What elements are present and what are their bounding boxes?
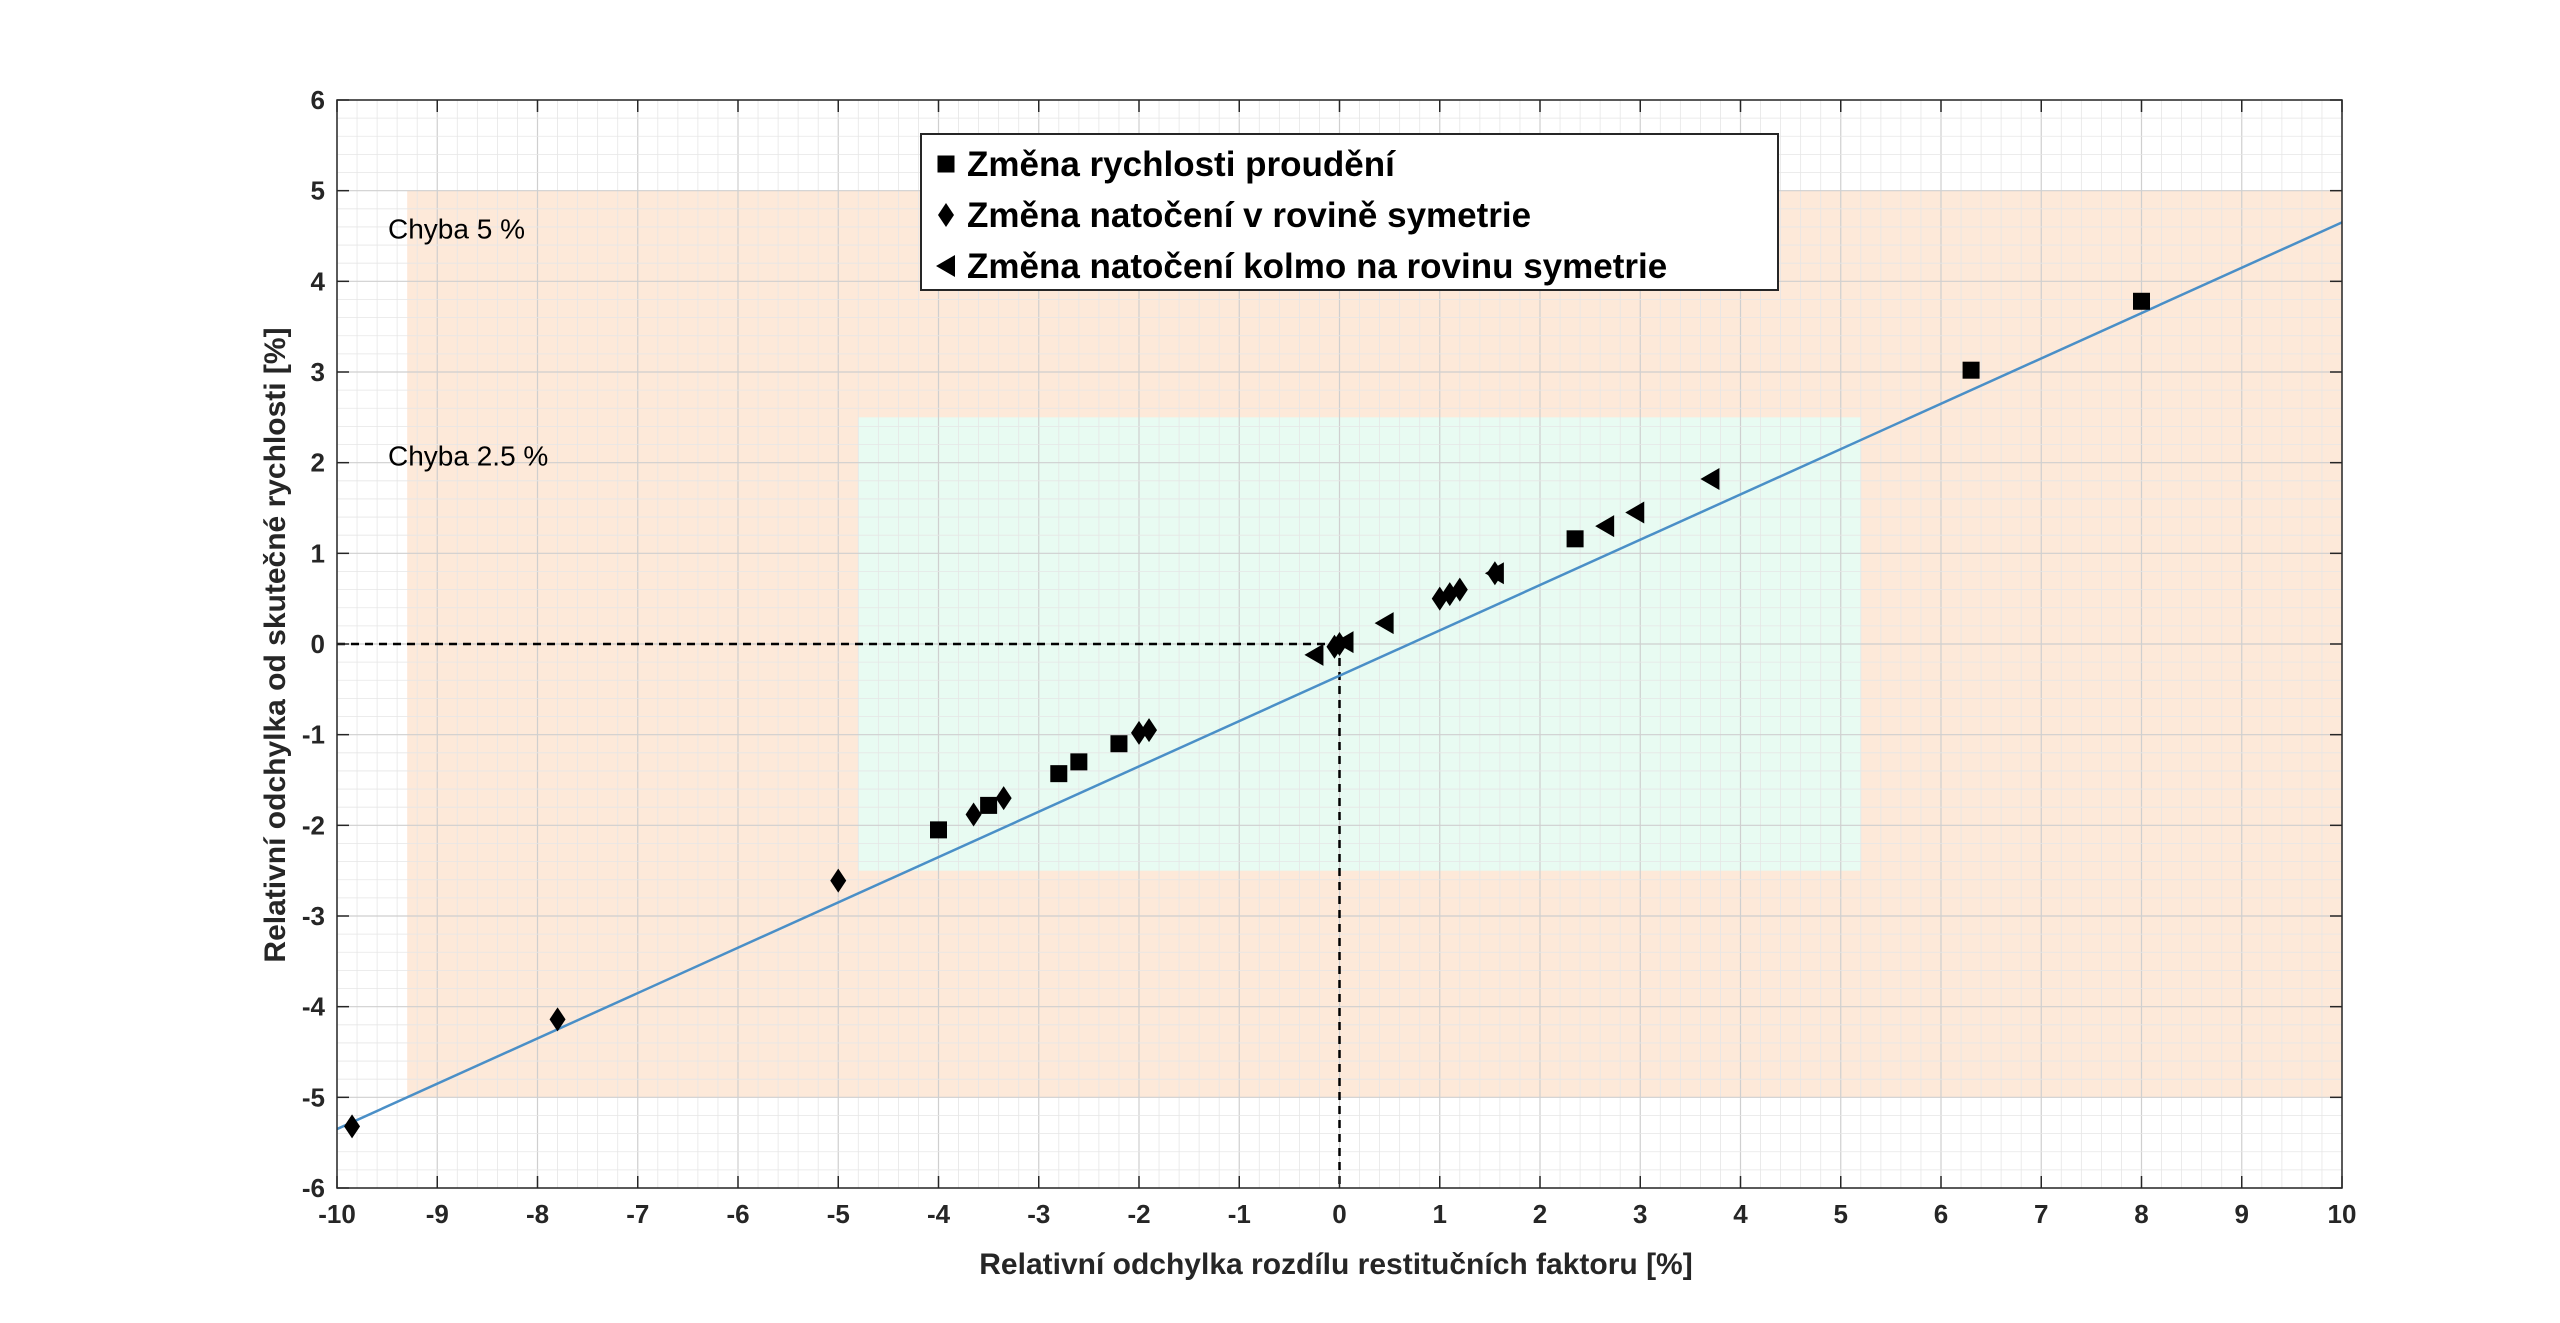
data-point-series-2: [1304, 643, 1324, 666]
axes: [336, 99, 2343, 1189]
x-tick-label: -5: [827, 1199, 850, 1229]
legend-marker-2: [936, 255, 955, 277]
x-tick-label: 2: [1533, 1199, 1547, 1229]
y-tick-label: -2: [302, 810, 325, 840]
x-tick-label: -9: [426, 1199, 449, 1229]
data-point-series-0: [980, 796, 998, 814]
legend-label-1: Změna natočení v rovině symetrie: [967, 196, 1531, 235]
region-label-0: Chyba 5 %: [388, 214, 525, 245]
fit-line-path: [336, 221, 2343, 1131]
data-point-series-1: [965, 802, 982, 827]
data-point-series-2: [1700, 467, 1720, 490]
data-point-series-1: [995, 786, 1012, 811]
data-point-series-0: [1050, 765, 1068, 783]
legend-label-0: Změna rychlosti proudění: [967, 145, 1396, 184]
y-tick-label: -4: [302, 992, 326, 1022]
y-tick-label: -3: [302, 901, 325, 931]
data-point-series-1: [549, 1007, 566, 1032]
data-point-series-2: [1374, 612, 1394, 635]
legend-marker-0: [937, 155, 955, 173]
legend-marker-1: [938, 203, 954, 227]
x-tick-label: 10: [2328, 1199, 2357, 1229]
y-tick-label: -5: [302, 1082, 325, 1112]
data-point-series-2: [1484, 562, 1504, 585]
y-tick-label: 5: [311, 176, 325, 206]
data-point-series-1: [830, 868, 847, 893]
x-tick-label: -6: [726, 1199, 749, 1229]
x-tick-label: 7: [2034, 1199, 2048, 1229]
legend: Změna rychlosti proudění Změna natočení v…: [920, 133, 1779, 291]
x-tick-label: 5: [1834, 1199, 1848, 1229]
data-point-series-1: [344, 1114, 361, 1139]
data-point-series-2: [1595, 515, 1615, 538]
data-point-series-0: [1566, 530, 1584, 548]
x-tick-label: 4: [1733, 1199, 1748, 1229]
data-point-series-0: [930, 821, 947, 839]
x-tick-label: 0: [1332, 1199, 1346, 1229]
x-tick-label: -10: [318, 1199, 356, 1229]
data-point-series-2: [1625, 501, 1645, 524]
reference-lines: [337, 642, 1341, 1188]
data-point-series-0: [2133, 292, 2150, 310]
x-tick-label: 6: [1934, 1199, 1948, 1229]
region-label-1: Chyba 2.5 %: [388, 440, 548, 471]
fit-line: [336, 221, 2343, 1131]
x-tick-label: -1: [1228, 1199, 1251, 1229]
y-tick-label: -6: [302, 1173, 325, 1203]
legend-label-2: Změna natočení kolmo na rovinu symetrie: [967, 247, 1667, 286]
data-point-series-0: [1110, 735, 1128, 753]
x-tick-label: 9: [2235, 1199, 2249, 1229]
y-tick-label: 3: [311, 357, 325, 387]
data-points: [344, 292, 2150, 1139]
data-point-series-2: [1334, 631, 1354, 654]
tick-labels: -10 -9 -8 -7 -6 -5 -4 -3 -2 -1 0 1 2 3 4 5 6 7 8 9 10-6-5-4-…: [302, 85, 2357, 1229]
y-tick-label: 6: [311, 85, 325, 115]
x-tick-label: -3: [1027, 1199, 1050, 1229]
x-tick-label: 8: [2134, 1199, 2148, 1229]
data-point-series-0: [1962, 361, 1980, 379]
y-tick-label: 0: [311, 629, 325, 659]
x-tick-label: -2: [1127, 1199, 1150, 1229]
region-labels: Chyba 5 % Chyba 2.5 %: [388, 214, 548, 472]
data-point-series-1: [1451, 577, 1468, 602]
data-point-series-1: [1141, 718, 1158, 743]
x-tick-label: -7: [626, 1199, 649, 1229]
y-tick-label: 1: [311, 538, 325, 568]
y-tick-label: 4: [311, 266, 326, 296]
data-point-series-0: [1070, 753, 1088, 771]
x-tick-label: 1: [1433, 1199, 1447, 1229]
x-tick-label: -4: [927, 1199, 951, 1229]
x-tick-label: -8: [526, 1199, 549, 1229]
legend-box: [920, 133, 1779, 291]
y-tick-label: -1: [302, 720, 325, 750]
y-tick-label: 2: [311, 448, 325, 478]
y-axis-label: Relativní odchylka od skutečné rychlosti…: [259, 327, 292, 962]
data-point-series-1: [1131, 720, 1147, 745]
x-tick-label: 3: [1633, 1199, 1647, 1229]
x-axis-label: Relativní odchylka rozdílu restitučních …: [979, 1248, 1692, 1281]
